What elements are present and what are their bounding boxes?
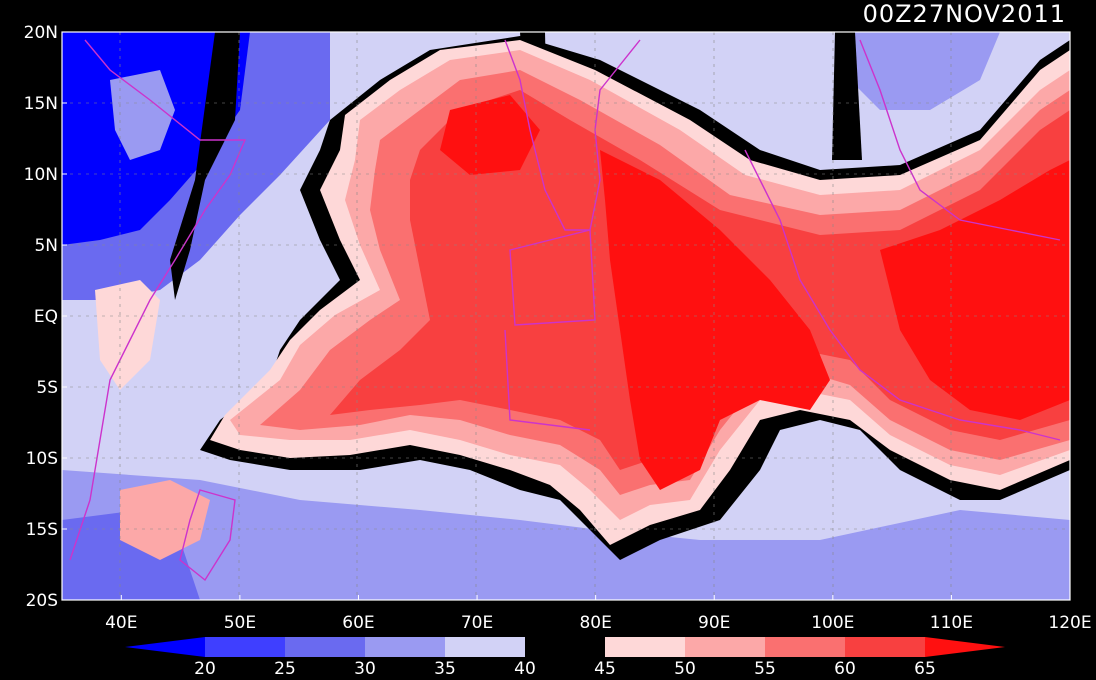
colorbar-tick-label: 20	[194, 659, 216, 679]
lon-label: 50E	[224, 613, 256, 633]
field-black-plume-2	[832, 32, 862, 160]
map-title: 00Z27NOV2011	[863, 0, 1066, 28]
lat-label: 10N	[24, 165, 58, 185]
longitude-labels: 40E 50E 60E 70E 80E 90E 100E 110E 120E	[105, 595, 1092, 633]
colorbar: 20 25 30 35 40 45 50 55 60 65	[125, 637, 1005, 679]
lat-label: 5S	[36, 378, 58, 398]
colorbar-tick-label: 25	[274, 659, 296, 679]
colorbar-tick-label: 50	[674, 659, 696, 679]
field-blue-south	[62, 470, 1070, 600]
lat-label: 15N	[24, 94, 58, 114]
field-lightblue-arabia	[110, 70, 175, 160]
grid-lines	[62, 32, 1070, 600]
field-red-65-bay	[600, 150, 830, 490]
lat-label: 20N	[24, 23, 58, 43]
latitude-labels: 20N 15N 10N 5N EQ 5S 10S 15S 20S	[24, 23, 67, 611]
lon-label: 110E	[930, 613, 973, 633]
map-plot-area	[62, 32, 1070, 600]
lon-label: 70E	[461, 613, 493, 633]
lat-label: 20S	[26, 591, 58, 611]
colorbar-tick-label: 65	[914, 659, 936, 679]
colorbar-arrow-high	[925, 637, 1005, 657]
colorbar-box	[685, 637, 766, 657]
lon-label: 120E	[1048, 613, 1091, 633]
colorbar-box	[525, 637, 606, 657]
lon-label: 80E	[579, 613, 611, 633]
colorbar-box	[605, 637, 686, 657]
field-red-65-east	[880, 160, 1070, 420]
colorbar-box	[285, 637, 366, 657]
colorbar-box	[365, 637, 446, 657]
lon-label: 100E	[811, 613, 854, 633]
colorbar-tick-label: 40	[514, 659, 536, 679]
field-pink-madagascar	[120, 480, 210, 560]
lat-label: EQ	[34, 307, 58, 327]
colorbar-box	[205, 637, 286, 657]
lat-label: 15S	[26, 520, 58, 540]
field-blue-northeast	[850, 32, 1000, 110]
field-black-plume-1	[170, 32, 240, 300]
colorbar-arrow-low	[125, 637, 205, 657]
lon-label: 90E	[698, 613, 730, 633]
colorbar-tick-label: 35	[434, 659, 456, 679]
lat-label: 10S	[26, 449, 58, 469]
lon-label: 40E	[105, 613, 137, 633]
lon-label: 60E	[342, 613, 374, 633]
colorbar-box	[765, 637, 846, 657]
colorbar-box	[845, 637, 926, 657]
colorbar-tick-label: 55	[754, 659, 776, 679]
field-red-65-west	[440, 95, 540, 175]
colorbar-tick-label: 30	[354, 659, 376, 679]
lat-label: 5N	[34, 236, 58, 256]
colorbar-tick-label: 60	[834, 659, 856, 679]
field-pink-west-equator	[95, 280, 160, 390]
colorbar-tick-label: 45	[594, 659, 616, 679]
colorbar-box	[445, 637, 526, 657]
